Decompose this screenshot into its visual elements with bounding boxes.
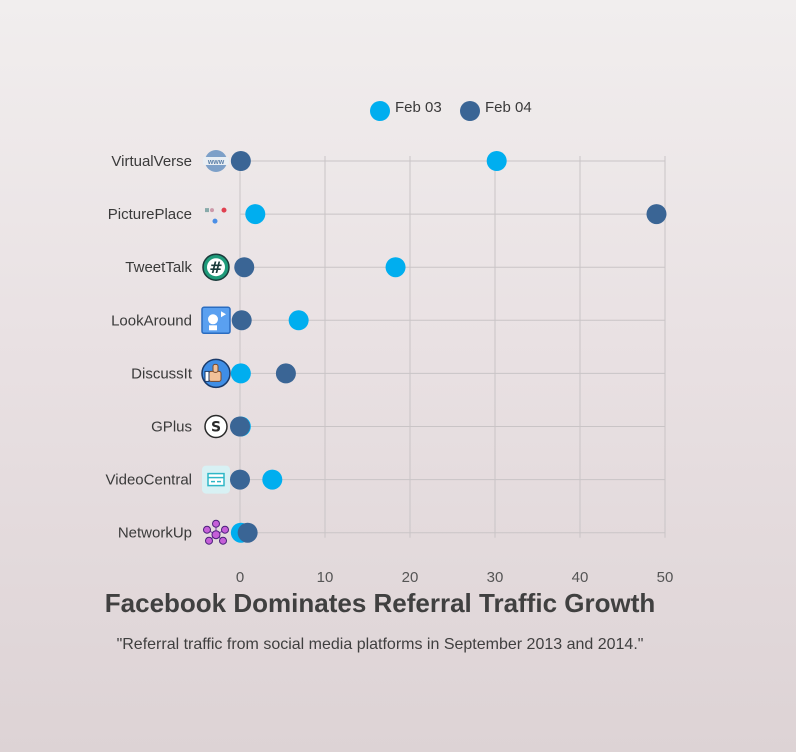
x-axis-ticks: 0 10 20 30 40 50 [236,569,674,586]
point-series-2[interactable] [230,416,250,437]
point-series-1[interactable] [230,363,251,384]
thumbs-up-icon [201,358,231,389]
legend-label: Feb 04 [485,99,532,116]
hashtag-chat-icon: # [202,253,230,281]
point-series-1[interactable] [288,310,309,331]
window-icon [202,465,230,494]
point-series-2[interactable] [230,151,251,171]
legend-label: Feb 03 [395,99,442,116]
category-label: VirtualVerse [111,153,192,170]
social-network-icon [203,519,229,545]
category-label: NetworkUp [118,525,192,542]
x-tick-label: 50 [657,569,674,586]
x-tick-label: 10 [317,569,334,586]
legend-marker [460,101,480,121]
category-labels: VirtualVerse PicturePlace TweetTalk LookAro… [106,153,193,542]
point-series-1[interactable] [245,204,266,225]
svg-text:#: # [209,258,222,277]
chart-subtitle: "Referral traffic from social media plat… [117,636,644,653]
x-tick-label: 40 [572,569,589,586]
x-tick-label: 0 [236,569,244,586]
legend-item[interactable]: Feb 04 [460,99,532,121]
point-series-2[interactable] [234,257,255,278]
chart-title: Facebook Dominates Referral Traffic Grow… [105,588,655,618]
point-series-1[interactable] [385,257,406,278]
point-series-2[interactable] [230,469,250,490]
point-series-2[interactable] [231,310,252,331]
legend-marker [370,101,390,121]
profile-card-icon [201,306,231,335]
category-icons: www # S [201,150,231,545]
point-series-2[interactable] [237,522,258,543]
www-globe-icon: www [203,150,229,172]
legend-item[interactable]: Feb 03 [370,99,442,121]
legend[interactable]: Feb 03 Feb 04 [370,99,532,121]
x-tick-label: 20 [402,569,419,586]
category-label: GPlus [151,419,192,436]
svg-text:www: www [207,159,225,166]
category-label: PicturePlace [108,206,192,223]
category-label: DiscussIt [131,365,193,382]
skype-s-icon: S [204,414,228,439]
point-series-1[interactable] [262,469,283,490]
point-series-2[interactable] [275,363,296,384]
point-series-2[interactable] [646,204,667,225]
category-label: TweetTalk [125,259,192,276]
grid-lines [239,156,666,538]
category-label: LookAround [111,312,192,329]
svg-text:S: S [211,420,221,436]
category-label: VideoCentral [106,472,192,489]
data-points [230,151,667,543]
photo-hearts-icon [205,207,227,224]
x-tick-label: 30 [487,569,504,586]
point-series-1[interactable] [486,151,507,171]
